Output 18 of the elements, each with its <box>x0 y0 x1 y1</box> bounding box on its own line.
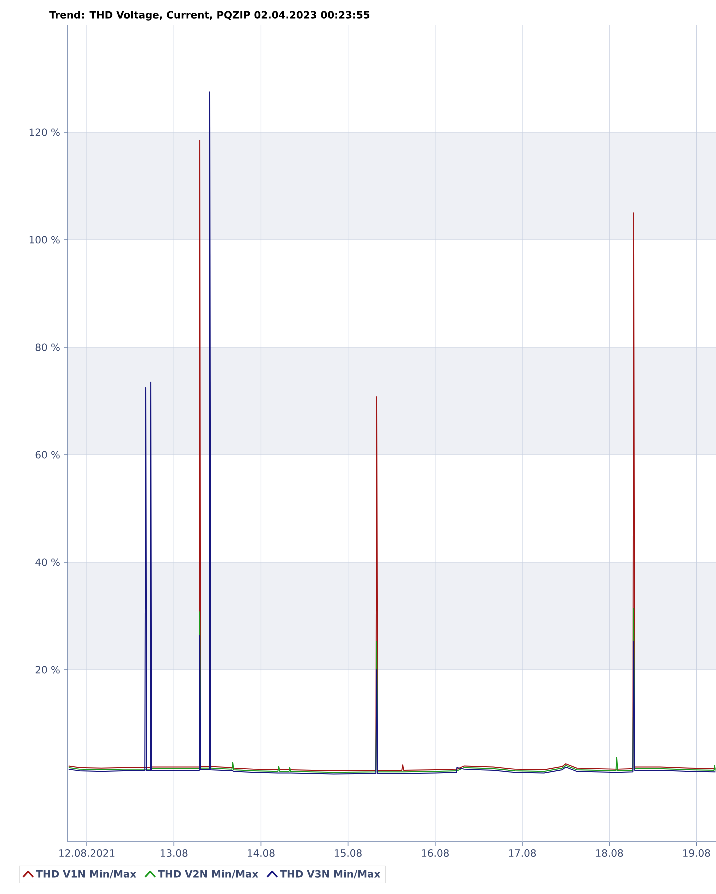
y-tick-label: 40 % <box>36 558 60 566</box>
x-tick-label: 19.08 <box>683 850 710 858</box>
y-tick-label: 100 % <box>30 236 60 244</box>
x-tick-label: 18.08 <box>596 850 624 858</box>
legend-label: THD V2N Min/Max <box>158 870 258 879</box>
x-tick-label: 17.08 <box>509 850 536 858</box>
y-tick-label: 60 % <box>36 451 60 459</box>
y-tick-label: 20 % <box>36 666 60 674</box>
x-tick-label: 14.08 <box>248 850 275 858</box>
x-tick-label: 16.08 <box>422 850 449 858</box>
x-tick-label: 15.08 <box>335 850 362 858</box>
legend-label: THD V3N Min/Max <box>280 870 381 879</box>
y-tick-label: 80 % <box>36 344 60 352</box>
y-tick-label: 120 % <box>30 128 60 136</box>
legend-label: THD V1N Min/Max <box>36 870 136 879</box>
chart-title: Trend: THD Voltage, Current, PQZIP 02.04.2023 00:23:55 <box>50 11 370 21</box>
x-tick-label: 12.08.2021 <box>60 850 115 858</box>
x-tick-label: 13.08 <box>160 850 188 858</box>
